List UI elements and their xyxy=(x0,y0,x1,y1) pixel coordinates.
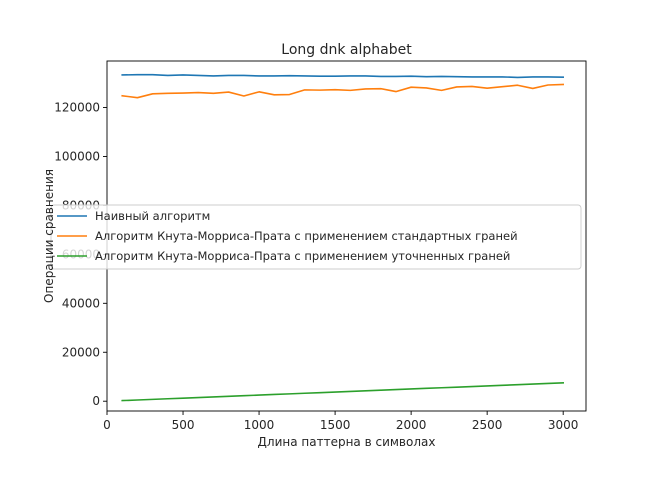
x-axis-label: Длина паттерна в символах xyxy=(258,435,436,449)
series-line-3 xyxy=(121,382,565,402)
y-tick-label: 0 xyxy=(92,394,100,408)
x-tick-label: 500 xyxy=(172,418,195,432)
y-tick-label: 100000 xyxy=(54,149,100,163)
plot-area xyxy=(121,73,565,402)
y-tick-label: 20000 xyxy=(62,345,100,359)
series-line-1 xyxy=(121,73,565,79)
x-tick-label: 2500 xyxy=(472,418,503,432)
legend-entry-2: Алгоритм Кнута-Морриса-Прата с применени… xyxy=(95,229,518,243)
x-tick-label: 3000 xyxy=(548,418,579,432)
x-tick-label: 0 xyxy=(103,418,111,432)
x-tick-label: 1000 xyxy=(244,418,275,432)
x-tick-label: 2000 xyxy=(396,418,427,432)
y-tick-label: 120000 xyxy=(54,101,100,115)
y-axis-label: Операции сравнения xyxy=(42,169,56,303)
legend: Наивный алгоритм Алгоритм Кнута-Морриса-П… xyxy=(50,204,582,270)
x-tick-label: 1500 xyxy=(320,418,351,432)
legend-box xyxy=(50,204,582,270)
y-tick-label: 40000 xyxy=(62,296,100,310)
series-line-2 xyxy=(121,83,565,99)
legend-entry-1: Наивный алгоритм xyxy=(95,209,210,223)
chart-title: Long dnk alphabet xyxy=(281,42,412,58)
legend-entry-3: Алгоритм Кнута-Морриса-Прата с применени… xyxy=(95,249,510,263)
